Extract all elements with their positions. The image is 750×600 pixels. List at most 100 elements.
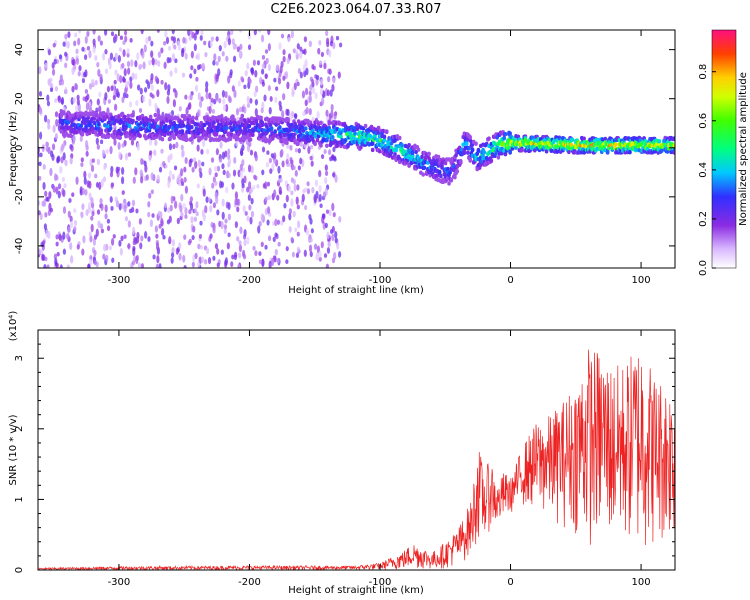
heatmap-cell <box>106 134 111 139</box>
heatmap-cell <box>171 53 176 62</box>
heatmap-cell <box>124 35 128 43</box>
heatmap-cell <box>332 77 336 84</box>
heatmap-cell <box>172 143 176 150</box>
heatmap-cell <box>117 142 121 150</box>
heatmap-cell <box>136 52 140 61</box>
heatmap-cell <box>220 221 224 230</box>
heatmap-cell <box>136 142 140 151</box>
heatmap-cell <box>52 124 56 133</box>
heatmap-cell <box>112 95 116 101</box>
bottom-x-axis-label: Height of straight line (km) <box>288 585 424 596</box>
heatmap-cell <box>181 123 186 128</box>
heatmap-cell <box>196 109 201 117</box>
heatmap-cell <box>296 119 301 124</box>
heatmap-cell <box>49 87 54 93</box>
heatmap-cell <box>254 118 259 124</box>
heatmap-cell <box>238 240 242 246</box>
heatmap-cell <box>148 114 153 120</box>
heatmap-cell <box>308 108 312 116</box>
heatmap-cell <box>262 135 267 140</box>
heatmap-cell <box>49 207 54 213</box>
colorbar-tick-label: 0.8 <box>698 64 709 80</box>
heatmap-cell <box>334 231 338 239</box>
heatmap-cell <box>197 261 201 268</box>
heatmap-cell <box>204 205 208 214</box>
heatmap-cell <box>282 55 286 63</box>
heatmap-cell <box>71 85 75 93</box>
heatmap-cell <box>310 160 314 167</box>
heatmap-cell <box>38 161 42 167</box>
heatmap-cell <box>115 166 119 174</box>
heatmap-cell <box>237 80 241 87</box>
heatmap-cell <box>59 264 63 268</box>
heatmap-cell <box>281 160 285 168</box>
heatmap-cell <box>264 73 268 79</box>
heatmap-cell <box>120 176 125 185</box>
heatmap-cell <box>338 215 342 223</box>
heatmap-cell <box>91 158 95 163</box>
heatmap-cell <box>81 46 85 52</box>
heatmap-cell <box>67 226 71 233</box>
heatmap-cell <box>315 74 320 81</box>
heatmap-cell <box>155 242 160 251</box>
heatmap-cell <box>137 84 141 91</box>
heatmap-cell <box>213 98 217 105</box>
heatmap-cell <box>118 135 122 140</box>
heatmap-cell <box>96 61 100 68</box>
heatmap-cell <box>104 68 109 75</box>
heatmap-cell <box>149 150 153 155</box>
heatmap-cell <box>84 35 88 44</box>
heatmap-cell <box>291 86 295 94</box>
heatmap-cell <box>285 194 289 203</box>
heatmap-cell <box>85 140 89 149</box>
heatmap-cell <box>62 248 66 255</box>
heatmap-cell <box>76 244 80 250</box>
heatmap-cell <box>97 121 101 127</box>
top-y-axis-label: Frequency (Hz) <box>8 111 19 187</box>
heatmap-cell <box>138 108 143 113</box>
heatmap-cell <box>158 263 162 268</box>
heatmap-cell <box>43 264 47 268</box>
heatmap-cell <box>275 64 279 71</box>
heatmap-cell <box>246 215 250 222</box>
heatmap-cell <box>123 204 127 213</box>
heatmap-cell <box>164 30 168 38</box>
heatmap-cell <box>267 85 271 92</box>
heatmap-cell <box>132 240 136 246</box>
heatmap-cell <box>139 87 143 95</box>
heatmap-cell <box>305 106 309 115</box>
heatmap-cell <box>74 32 78 38</box>
heatmap-cell <box>249 149 254 156</box>
heatmap-cell <box>139 242 143 250</box>
bottom-x-tick-label: -300 <box>108 577 131 588</box>
heatmap-cell <box>109 145 113 155</box>
heatmap-cell <box>223 224 228 230</box>
heatmap-cell <box>246 236 250 245</box>
heatmap-cell <box>73 208 77 214</box>
heatmap-cell <box>62 41 66 47</box>
heatmap-cell <box>238 50 243 58</box>
heatmap-cell <box>233 89 237 99</box>
heatmap-cell <box>252 185 256 190</box>
heatmap-cell <box>180 168 184 177</box>
heatmap-cell <box>96 158 100 166</box>
heatmap-cell <box>410 150 415 155</box>
heatmap-cell <box>276 219 281 225</box>
heatmap-cell <box>320 241 324 249</box>
heatmap-cell <box>334 174 338 183</box>
heatmap-cell <box>59 74 63 82</box>
heatmap-cell <box>197 159 201 168</box>
heatmap-cell <box>95 137 99 146</box>
heatmap-cell <box>139 169 143 177</box>
heatmap-cell <box>94 79 98 86</box>
heatmap-cell <box>261 169 265 176</box>
heatmap-cell <box>318 256 322 262</box>
heatmap-cell <box>159 115 164 120</box>
heatmap-cell <box>247 44 252 51</box>
heatmap-cell <box>205 92 209 100</box>
heatmap-cell <box>240 76 244 82</box>
heatmap-cell <box>38 247 41 255</box>
heatmap-cell <box>288 208 293 215</box>
heatmap-cell <box>197 243 201 250</box>
heatmap-cell <box>276 257 280 264</box>
